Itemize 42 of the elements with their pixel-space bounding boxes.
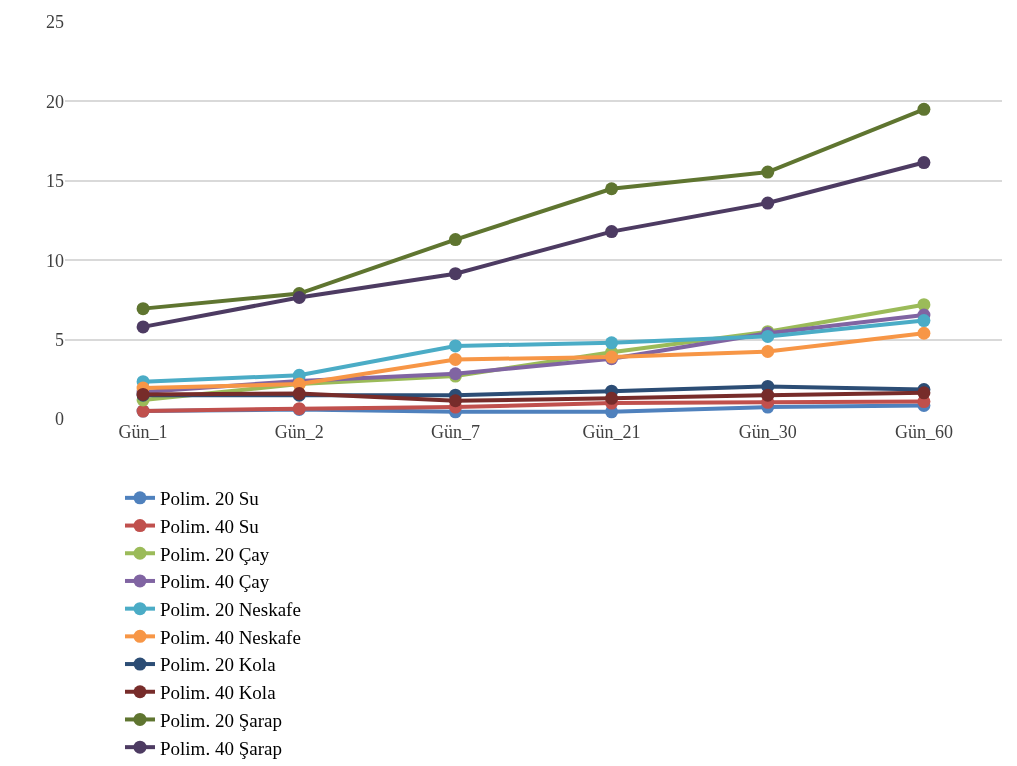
point <box>448 233 462 247</box>
point <box>917 314 931 328</box>
point <box>292 291 306 305</box>
point <box>448 394 462 408</box>
point <box>761 345 775 358</box>
point <box>917 102 931 116</box>
legend-label: Polim. 40 Su <box>159 515 260 537</box>
x-tick-label: Gün_7 <box>430 422 480 442</box>
y-tick-label: 25 <box>46 12 64 33</box>
y-tick-label: 15 <box>46 171 64 192</box>
point <box>605 182 619 196</box>
point <box>136 320 150 334</box>
point <box>605 225 619 239</box>
y-tick-label: 5 <box>55 329 64 350</box>
point <box>761 196 775 210</box>
legend-label: Polim. 40 Şarap <box>159 737 282 759</box>
point <box>448 339 462 353</box>
x-tick-label: Gün_21 <box>582 422 641 442</box>
legend-label: Polim. 20 Neskafe <box>159 599 301 621</box>
point <box>605 336 619 350</box>
legend-label: Polim. 40 Kola <box>159 682 277 704</box>
legend-label: Polim. 20 Kola <box>159 654 277 676</box>
point <box>136 302 150 316</box>
legend-label: Polim. 40 Çay <box>159 571 270 593</box>
point <box>761 165 775 179</box>
point <box>761 388 775 402</box>
y-tick-label: 0 <box>55 409 64 430</box>
x-tick-label: Gün_30 <box>738 422 797 442</box>
point <box>448 267 462 281</box>
legend-label: Polim. 20 Çay <box>159 543 270 565</box>
point <box>448 352 462 366</box>
point <box>605 391 619 405</box>
point <box>917 326 931 340</box>
legend-label: Polim. 20 Su <box>159 488 260 510</box>
legend-label: Polim. 20 Şarap <box>159 709 282 731</box>
x-tick-label: Gün_60 <box>894 422 953 442</box>
point <box>917 156 931 170</box>
x-tick-label: Gün_2 <box>274 422 324 442</box>
x-tick-label: Gün_1 <box>118 422 168 442</box>
y-tick-label: 20 <box>46 91 64 112</box>
legend-label: Polim. 40 Neskafe <box>159 626 301 648</box>
y-tick-label: 10 <box>46 250 64 271</box>
